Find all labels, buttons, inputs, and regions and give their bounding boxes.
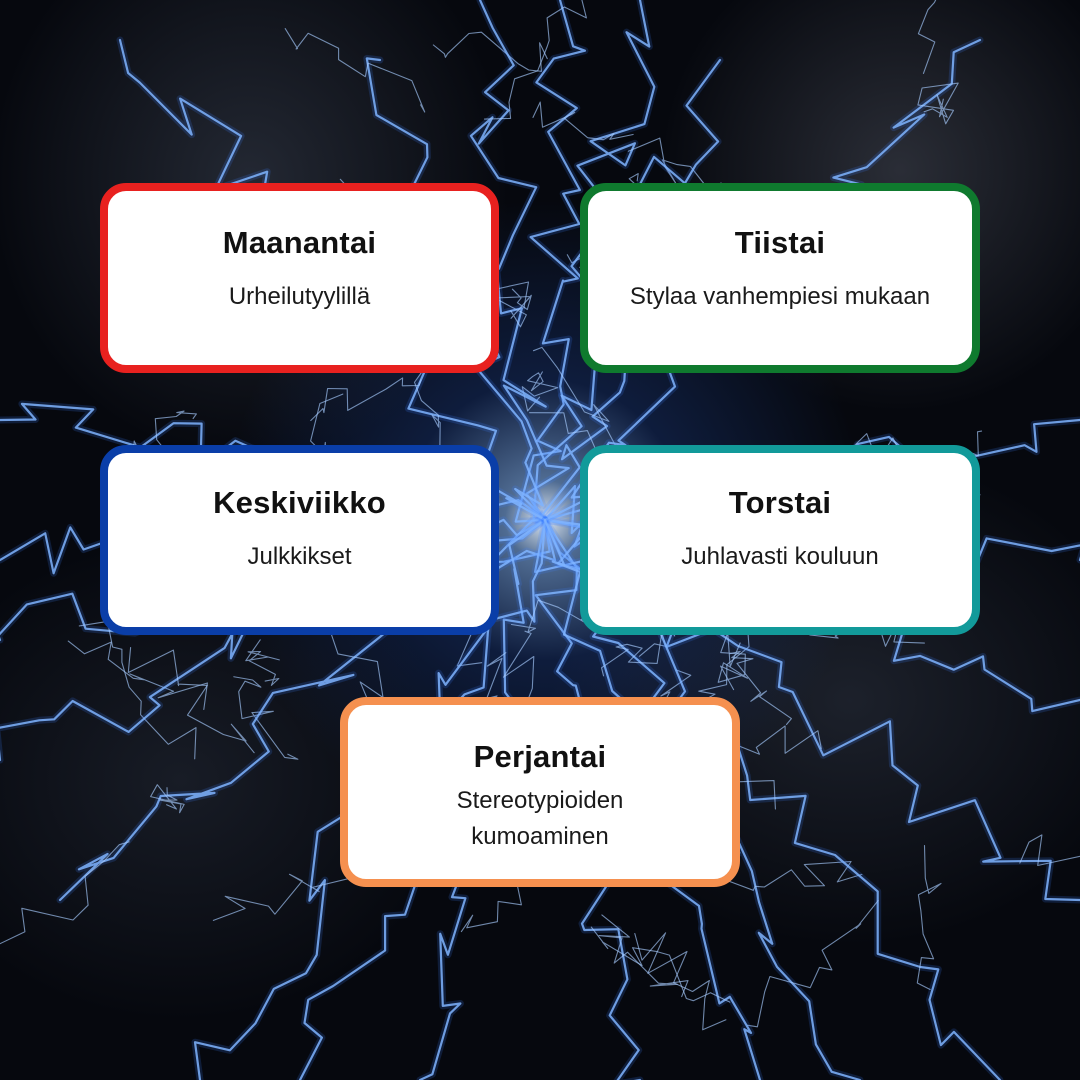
day-title: Torstai bbox=[728, 485, 832, 520]
lightning-bolt bbox=[1019, 834, 1080, 867]
lightning-bolt bbox=[67, 640, 208, 710]
lightning-bolt bbox=[532, 101, 634, 141]
lightning-bolt bbox=[634, 932, 727, 1031]
day-theme: Stylaa vanhempiesi mukaan bbox=[629, 283, 931, 310]
day-theme: Urheilutyylillä bbox=[228, 283, 371, 310]
lightning-bolt bbox=[514, 0, 586, 523]
lightning-bolt bbox=[717, 632, 749, 691]
lightning-bolt bbox=[245, 639, 280, 686]
lightning-bolt bbox=[916, 845, 942, 991]
lightning-bolt bbox=[590, 926, 731, 1003]
day-title: Maanantai bbox=[222, 225, 377, 260]
lightning-bolt bbox=[233, 676, 299, 760]
day-title: Keskiviikko bbox=[213, 485, 386, 520]
lightning-bolt bbox=[726, 860, 863, 891]
lightning-bolt bbox=[78, 620, 197, 760]
card-tuesday: Tiistai Stylaa vanhempiesi mukaan bbox=[580, 183, 980, 373]
day-theme: Julkkikset bbox=[247, 543, 352, 570]
lightning-bolt bbox=[432, 31, 548, 72]
lightning-bolt bbox=[212, 855, 360, 921]
card-wednesday: Keskiviikko Julkkikset bbox=[100, 445, 499, 635]
lightning-bolt bbox=[0, 841, 130, 945]
lightning-bolt bbox=[284, 28, 426, 113]
lightning-bolt bbox=[483, 0, 587, 120]
lightning-bolt bbox=[127, 647, 255, 754]
day-theme: Juhlavasti kouluun bbox=[681, 543, 879, 570]
card-friday: Perjantai Stereotypioiden kumoaminen bbox=[340, 697, 740, 887]
lightning-bolt bbox=[747, 900, 879, 1028]
card-thursday: Torstai Juhlavasti kouluun bbox=[580, 445, 980, 635]
day-theme: Stereotypioiden kumoaminen bbox=[456, 787, 624, 850]
lightning-bolt bbox=[917, 82, 959, 125]
lightning-bolt bbox=[310, 377, 422, 422]
lightning-bolt bbox=[150, 784, 185, 814]
day-title: Tiistai bbox=[734, 225, 826, 260]
lightning-bolt bbox=[493, 288, 532, 328]
lightning-bolt bbox=[917, 0, 937, 74]
day-title: Perjantai bbox=[473, 739, 607, 774]
lightning-bolt bbox=[729, 650, 792, 726]
lightning-bolt bbox=[598, 914, 689, 998]
card-monday: Maanantai Urheilutyylillä bbox=[100, 183, 499, 373]
